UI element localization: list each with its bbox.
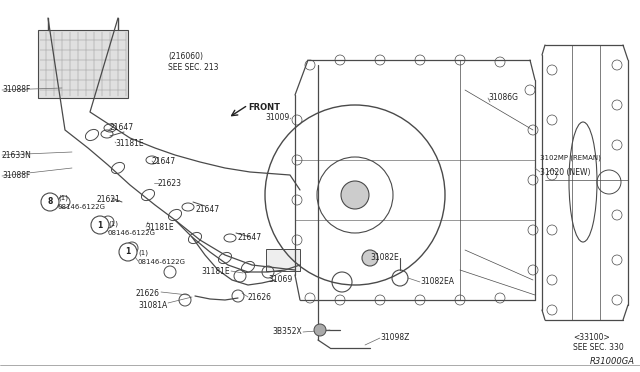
Text: 31098Z: 31098Z: [380, 334, 410, 343]
Circle shape: [41, 193, 59, 211]
Text: 31009: 31009: [266, 113, 290, 122]
Text: 31086G: 31086G: [488, 93, 518, 103]
Text: (1): (1): [138, 250, 148, 256]
Text: 31181E: 31181E: [115, 138, 143, 148]
Text: 21647: 21647: [238, 232, 262, 241]
Circle shape: [119, 243, 137, 261]
Text: FRONT: FRONT: [248, 103, 280, 112]
Circle shape: [314, 324, 326, 336]
Text: SEE SEC. 213: SEE SEC. 213: [168, 64, 218, 73]
FancyBboxPatch shape: [266, 249, 300, 271]
Text: 31088F: 31088F: [2, 171, 30, 180]
Text: 31069: 31069: [269, 276, 293, 285]
Text: 08146-6122G: 08146-6122G: [108, 230, 156, 236]
Text: (1): (1): [58, 195, 68, 201]
Text: 21647: 21647: [110, 124, 134, 132]
Text: (216060): (216060): [168, 52, 203, 61]
Text: 21633N: 21633N: [2, 151, 32, 160]
Text: SEE SEC. 330: SEE SEC. 330: [573, 343, 624, 353]
Text: (1): (1): [108, 221, 118, 227]
Text: 31082EA: 31082EA: [420, 278, 454, 286]
Text: 1: 1: [97, 221, 102, 230]
Circle shape: [341, 181, 369, 209]
Circle shape: [91, 216, 109, 234]
Text: 21647: 21647: [195, 205, 219, 215]
Text: 08146-6122G: 08146-6122G: [138, 259, 186, 265]
Text: 21621: 21621: [96, 196, 120, 205]
Text: 8: 8: [47, 198, 52, 206]
Text: 3B352X: 3B352X: [272, 327, 302, 337]
Text: 21623: 21623: [158, 179, 182, 187]
Text: 1: 1: [125, 247, 131, 257]
Text: 31081A: 31081A: [139, 301, 168, 310]
Text: 31088F: 31088F: [2, 86, 30, 94]
Text: 21647: 21647: [152, 157, 176, 167]
Text: 31020 (NEW): 31020 (NEW): [540, 167, 591, 176]
Text: 21626: 21626: [248, 294, 272, 302]
Text: R31000GA: R31000GA: [590, 357, 635, 366]
Bar: [38, 30, 128, 98]
Text: 31181E: 31181E: [202, 267, 230, 276]
Text: 31181E: 31181E: [145, 224, 173, 232]
Circle shape: [362, 250, 378, 266]
Text: 21626: 21626: [136, 289, 160, 298]
Text: <33100>: <33100>: [573, 333, 610, 341]
Text: 3102MP (REMAN): 3102MP (REMAN): [540, 155, 601, 161]
Text: 31082E: 31082E: [370, 253, 399, 263]
Text: 08146-6122G: 08146-6122G: [58, 204, 106, 210]
